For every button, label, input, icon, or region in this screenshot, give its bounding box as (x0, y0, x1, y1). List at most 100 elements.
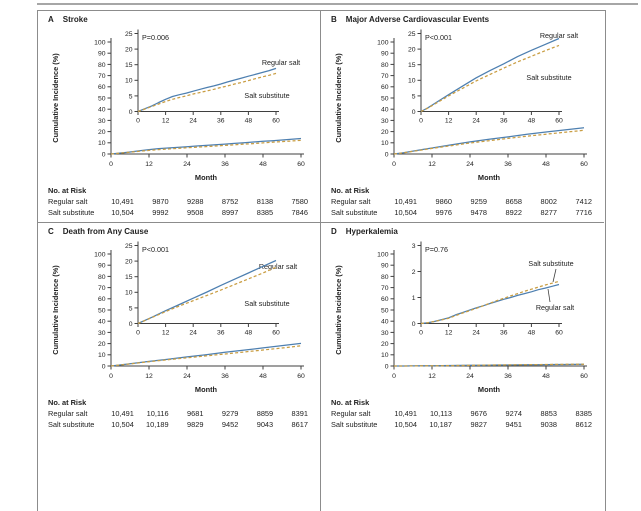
axis-tick-label: 24 (466, 161, 474, 168)
axis-tick-label: 100 (377, 39, 389, 46)
axes (107, 241, 304, 370)
axis-tick-label: 60 (555, 118, 563, 125)
risk-count: 10,187 (429, 419, 452, 429)
axis-tick-label: 25 (125, 243, 133, 250)
axis-tick-label: 15 (125, 274, 133, 281)
axis-tick-label: 30 (381, 118, 389, 125)
axis-tick-label: 12 (145, 373, 153, 380)
axis-tick-label: 50 (381, 307, 389, 314)
axis-tick-label: 80 (98, 62, 106, 69)
axis-tick-label: 60 (98, 296, 106, 303)
axis-tick-label: 60 (297, 373, 305, 380)
axis-tick-label: 20 (125, 259, 133, 266)
axis-tick-label: 40 (381, 107, 389, 114)
axis-tick-label: 0 (392, 161, 396, 168)
risk-count: 10,504 (394, 419, 417, 429)
risk-count: 7716 (575, 207, 592, 217)
top-rule (37, 3, 638, 5)
risk-count: 9452 (221, 419, 239, 429)
risk-table: No. at Risk Regular salt 10,491 9860 9259 86… (321, 184, 604, 218)
axis-tick-label: 24 (472, 330, 480, 337)
axes (390, 29, 587, 158)
regular-salt-curve-inset (137, 67, 277, 113)
risk-count: 10,504 (111, 419, 134, 429)
salt-substitute-label: Salt substitute (526, 73, 571, 82)
salt-substitute-label: Salt substitute (244, 299, 289, 308)
axis-tick-label: 70 (381, 73, 389, 80)
risk-count: 8752 (221, 197, 239, 206)
axis-tick-label: 24 (183, 373, 191, 380)
risk-count: 10,116 (146, 409, 169, 418)
axis-tick-label: 80 (98, 274, 106, 281)
axis-tick-label: 48 (542, 161, 550, 168)
risk-count: 8385 (575, 409, 592, 418)
risk-row-label: Regular salt (48, 409, 88, 418)
axis-tick-label: 20 (98, 341, 106, 348)
regular-salt-pointer (547, 288, 551, 303)
axis-tick-label: 0 (109, 161, 113, 168)
axis-tick-label: 2 (412, 269, 416, 276)
risk-count: 10,491 (111, 197, 134, 206)
axis-tick-label: 90 (98, 263, 106, 270)
axis-tick-label: 5 (129, 93, 133, 100)
axis-tick-label: 48 (259, 161, 267, 168)
risk-row-label: Salt substitute (331, 419, 378, 429)
axes (107, 29, 304, 158)
axis-tick-label: 10 (381, 352, 389, 359)
axis-tick-label: 24 (189, 330, 197, 337)
axis-tick-label: 10 (98, 352, 106, 359)
risk-count: 8612 (575, 419, 592, 429)
axis-tick-label: 50 (381, 95, 389, 102)
axis-tick-label: 12 (162, 118, 170, 125)
risk-count: 10,189 (146, 419, 169, 429)
axis-tick-label: 36 (500, 330, 508, 337)
axis-tick-label: 12 (428, 161, 436, 168)
axis-tick-label: 100 (94, 39, 106, 46)
risk-row-label: Regular salt (331, 409, 371, 418)
axis-tick-label: 36 (221, 373, 229, 380)
axis-tick-label: 3 (412, 243, 416, 250)
axis-tick-label: 12 (428, 373, 436, 380)
y-axis-title: Cumulative Incidence (%) (51, 53, 60, 143)
axis-tick-label: 12 (145, 161, 153, 168)
risk-row: Salt substitute 10,504 10,187 9827 9451 9038 8… (331, 420, 592, 431)
axis-tick-label: 48 (245, 330, 253, 337)
y-axis-title: Cumulative Incidence (%) (51, 265, 60, 355)
axis-tick-label: 12 (445, 330, 453, 337)
panel-title-text: Stroke (62, 15, 88, 24)
risk-count: 10,504 (111, 207, 134, 217)
panel-death: C Death from Any Cause 0 10 20 30 40 50 60 70 80 9… (38, 223, 321, 511)
axis-tick-label: 100 (94, 251, 106, 258)
risk-count: 9870 (152, 197, 169, 206)
axis-tick-label: 36 (504, 373, 512, 380)
axis-tick-label: 0 (419, 118, 423, 125)
risk-row-label: Salt substitute (48, 207, 95, 217)
axis-tick-label: 0 (385, 363, 389, 370)
risk-count: 9274 (505, 409, 522, 418)
x-axis-title: Month (195, 385, 218, 394)
axis-tick-label: 90 (381, 51, 389, 58)
axis-tick-label: 24 (183, 161, 191, 168)
axis-tick-label: 48 (528, 118, 536, 125)
salt-substitute-curve-main (394, 363, 585, 367)
risk-row-label: Salt substitute (331, 207, 378, 217)
axis-tick-label: 24 (189, 118, 197, 125)
axis-tick-label: 60 (580, 373, 588, 380)
axis-tick-label: 60 (272, 118, 280, 125)
panels-grid: A Stroke 0 10 20 30 40 50 60 70 80 90 100 0 12 24 36 48 6… (37, 10, 606, 511)
salt-substitute-curve-main (393, 129, 585, 155)
axis-tick-label: 40 (98, 319, 106, 326)
y-axis-title: Cumulative Incidence (%) (334, 265, 343, 355)
axis-tick-label: 0 (385, 151, 389, 158)
risk-count: 8922 (505, 207, 522, 217)
x-axis-title: Month (478, 173, 501, 182)
risk-count: 8277 (540, 207, 557, 217)
risk-table-rows: Regular salt 10,491 10,113 9676 9274 8853 8385… (331, 409, 592, 430)
axis-tick-label: 0 (129, 109, 133, 116)
risk-count: 9478 (470, 207, 487, 217)
risk-count: 9043 (256, 419, 274, 429)
risk-count: 9676 (470, 409, 487, 418)
axis-tick-label: 30 (381, 330, 389, 337)
axis-tick-label: 5 (129, 305, 133, 312)
axis-tick-label: 0 (102, 363, 106, 370)
